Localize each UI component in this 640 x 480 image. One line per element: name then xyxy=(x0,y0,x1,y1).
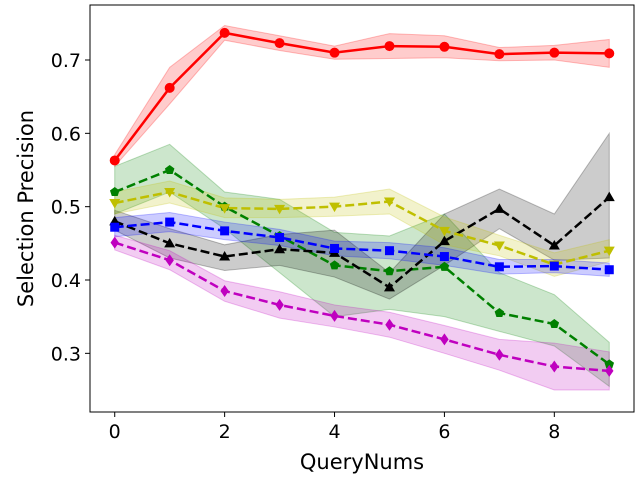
point-yellow-0 xyxy=(109,199,121,209)
line-black xyxy=(114,196,611,289)
band-green xyxy=(114,143,610,388)
point-green-9 xyxy=(604,359,615,369)
point-black-2 xyxy=(219,251,231,261)
point-magenta-6 xyxy=(440,333,449,346)
point-red-0 xyxy=(109,155,120,166)
point-yellow-1 xyxy=(164,188,176,198)
series-markers xyxy=(109,27,615,377)
line-yellow xyxy=(114,190,610,266)
point-blue-8 xyxy=(549,261,559,271)
band-red xyxy=(114,25,610,168)
x-tick-label-4: 4 xyxy=(328,421,340,443)
band-blue xyxy=(114,212,610,277)
point-green-0 xyxy=(109,187,120,197)
point-black-6 xyxy=(438,235,450,246)
point-yellow-4 xyxy=(329,202,341,213)
y-tick-label-0.7: 0.7 xyxy=(51,50,81,72)
point-yellow-6 xyxy=(438,226,450,237)
point-blue-5 xyxy=(384,246,394,256)
point-black-7 xyxy=(493,203,505,213)
point-blue-1 xyxy=(165,217,175,227)
point-magenta-8 xyxy=(550,360,559,373)
y-axis-label: Selection Precision xyxy=(14,110,38,307)
point-yellow-2 xyxy=(219,204,231,214)
point-magenta-0 xyxy=(110,236,119,249)
point-red-2 xyxy=(219,27,230,38)
band-magenta xyxy=(114,234,610,391)
point-black-9 xyxy=(603,191,615,202)
x-tick-label-8: 8 xyxy=(548,421,560,443)
point-blue-4 xyxy=(330,243,340,253)
point-red-3 xyxy=(274,38,285,49)
point-green-8 xyxy=(549,319,560,329)
point-green-7 xyxy=(494,308,505,318)
x-tick-label-6: 6 xyxy=(438,421,450,443)
point-red-4 xyxy=(329,47,340,58)
point-blue-7 xyxy=(494,262,504,272)
plot-frame xyxy=(89,4,635,413)
point-red-5 xyxy=(384,41,395,52)
point-red-6 xyxy=(439,41,450,52)
point-red-1 xyxy=(164,82,175,93)
point-red-7 xyxy=(494,49,505,60)
x-tick-label-2: 2 xyxy=(219,421,231,443)
y-tick-label-0.4: 0.4 xyxy=(51,270,81,292)
x-axis-label: QueryNums xyxy=(300,450,424,474)
point-black-1 xyxy=(164,237,176,248)
point-black-8 xyxy=(548,240,560,250)
point-magenta-5 xyxy=(385,318,394,331)
point-green-5 xyxy=(384,266,395,276)
line-blue xyxy=(114,220,610,271)
point-red-9 xyxy=(604,48,615,59)
point-yellow-5 xyxy=(383,197,395,208)
point-magenta-2 xyxy=(220,285,229,297)
point-magenta-3 xyxy=(275,298,284,311)
point-red-8 xyxy=(549,47,560,58)
confidence-bands xyxy=(114,25,610,391)
series-lines xyxy=(113,31,611,373)
point-black-5 xyxy=(383,281,395,292)
point-green-1 xyxy=(164,165,175,175)
line-magenta xyxy=(114,241,610,373)
y-tick-label-0.5: 0.5 xyxy=(51,197,81,219)
y-tick-label-0.6: 0.6 xyxy=(51,123,81,145)
point-magenta-1 xyxy=(165,254,174,267)
line-green xyxy=(114,168,611,366)
point-black-3 xyxy=(274,243,286,254)
y-tick-label-0.3: 0.3 xyxy=(51,343,81,365)
point-magenta-9 xyxy=(605,364,614,377)
point-green-4 xyxy=(329,260,340,270)
line-red xyxy=(113,31,610,162)
point-yellow-9 xyxy=(603,246,615,257)
point-magenta-4 xyxy=(330,309,339,322)
point-blue-6 xyxy=(439,252,449,262)
band-black xyxy=(114,131,610,300)
point-yellow-3 xyxy=(274,204,286,215)
point-magenta-7 xyxy=(495,348,504,361)
point-blue-0 xyxy=(110,222,120,232)
point-blue-3 xyxy=(275,232,285,242)
x-axis-ticks: 0 2 4 6 8 xyxy=(109,412,560,443)
y-axis-ticks: 0.3 0.4 0.5 0.6 0.7 xyxy=(51,50,90,365)
point-yellow-7 xyxy=(493,241,505,252)
x-tick-label-0: 0 xyxy=(109,421,121,443)
point-blue-2 xyxy=(220,226,230,236)
point-green-6 xyxy=(439,261,450,271)
point-blue-9 xyxy=(604,265,614,275)
